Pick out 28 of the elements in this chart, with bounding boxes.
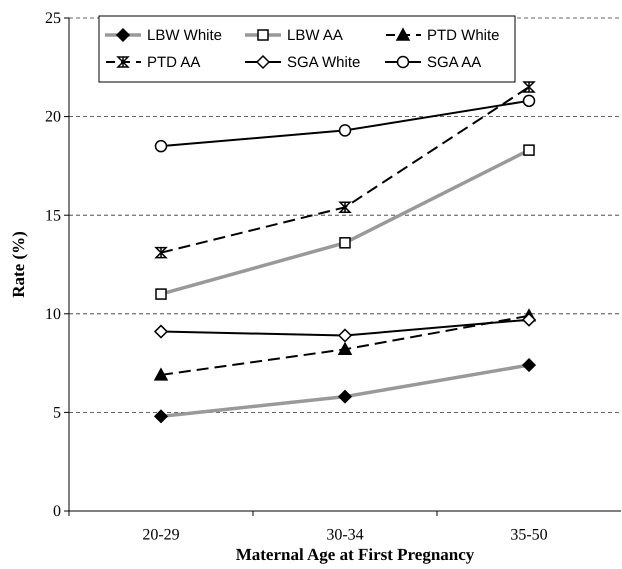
x-tick-label: 20-29 [142, 526, 180, 544]
point [522, 94, 536, 108]
point [522, 312, 536, 326]
y-tick-label: 20 [45, 108, 61, 126]
legend-label: LBW AA [287, 27, 343, 44]
point [338, 328, 352, 342]
legend-label: PTD White [427, 27, 500, 44]
y-tick-label: 25 [45, 10, 61, 28]
y-tick-label: 0 [53, 503, 61, 520]
point [154, 140, 168, 152]
y-tick-label: 5 [53, 404, 61, 422]
legend-label: LBW White [147, 27, 222, 44]
point [154, 368, 168, 381]
y-tick-label: 10 [45, 306, 61, 323]
point [155, 246, 167, 258]
point [154, 324, 168, 338]
point [338, 342, 352, 356]
y-axis-title: Rate (%) [9, 231, 28, 298]
x-tick-label: 30-34 [326, 526, 364, 544]
x-tick-label: 35-50 [510, 526, 548, 544]
point [338, 124, 352, 137]
point [339, 202, 351, 214]
x-axis-title: Maternal Age at First Pregnancy [236, 545, 475, 564]
point [523, 81, 535, 93]
y-tick-label: 15 [45, 207, 61, 224]
legend-label: PTD AA [147, 54, 200, 71]
legend-label: SGA AA [427, 54, 482, 71]
legend-label: SGA White [287, 54, 360, 71]
